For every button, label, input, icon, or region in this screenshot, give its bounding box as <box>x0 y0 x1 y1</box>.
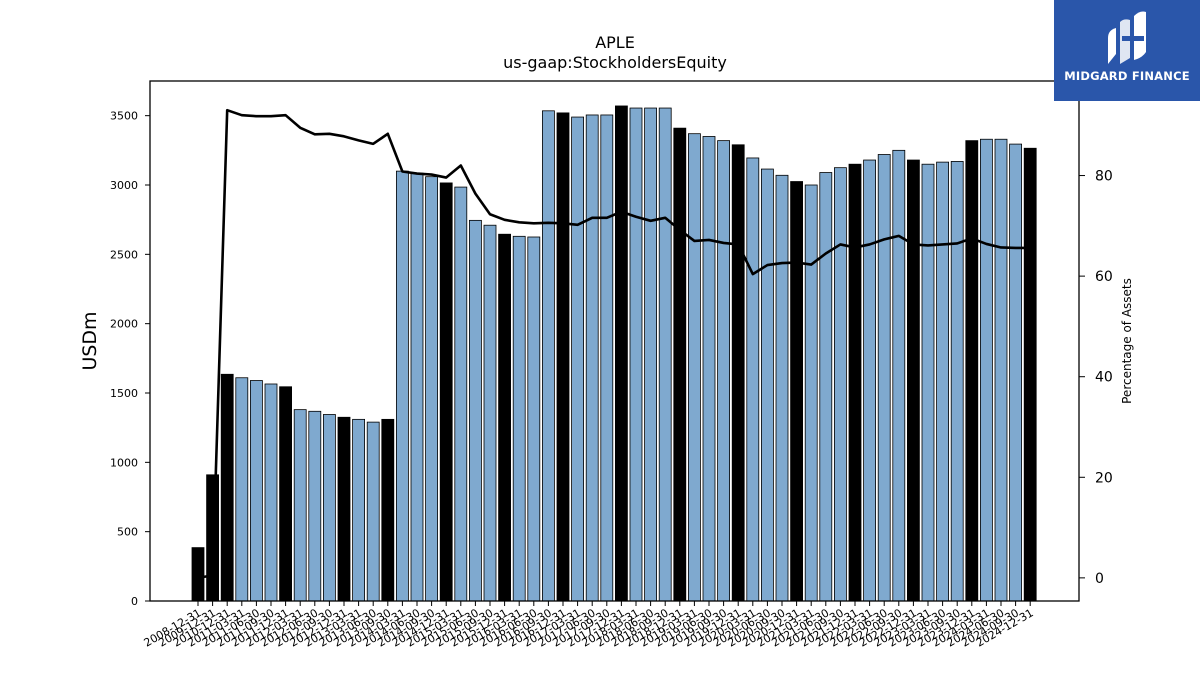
bar <box>615 105 628 602</box>
bar <box>498 233 512 602</box>
bar <box>688 133 701 602</box>
y-right-tick-label: 0 <box>1095 571 1104 587</box>
bar <box>790 181 803 602</box>
y-tick-label: 2500 <box>110 248 138 261</box>
bar <box>191 547 205 602</box>
y-tick-label: 0 <box>131 595 138 608</box>
bar <box>702 136 716 602</box>
bar <box>980 138 993 602</box>
bar <box>308 410 322 602</box>
bar <box>352 418 366 602</box>
bar <box>322 414 336 602</box>
bar <box>235 377 249 602</box>
bar <box>834 167 847 602</box>
bar <box>512 235 526 602</box>
line-group <box>197 108 1031 580</box>
y-right-tick-label: 20 <box>1095 470 1113 486</box>
y-right-tick-label: 60 <box>1095 269 1113 285</box>
bar <box>454 186 468 602</box>
bar <box>877 154 891 602</box>
y-tick-label: 2000 <box>110 318 138 331</box>
bar <box>921 163 935 602</box>
bar <box>279 386 293 602</box>
bar <box>717 140 730 602</box>
bar <box>629 107 643 602</box>
y-right-tick-label: 80 <box>1095 169 1113 185</box>
bar <box>410 172 424 602</box>
y-tick-label: 3000 <box>110 179 138 192</box>
bar <box>819 172 833 602</box>
bar <box>264 383 278 602</box>
y-tick-label: 1500 <box>110 387 138 400</box>
bar <box>848 163 862 602</box>
bar <box>468 219 482 602</box>
y-axis-label: USDm <box>79 311 101 370</box>
bar <box>804 184 818 602</box>
bar <box>746 157 760 602</box>
bar <box>220 373 234 602</box>
y-right-tick-label: 40 <box>1095 370 1113 386</box>
bar <box>761 168 774 602</box>
bar <box>483 224 497 602</box>
bar <box>366 421 380 602</box>
bar <box>556 112 570 602</box>
bar <box>425 176 439 602</box>
y-tick-label: 3500 <box>110 110 138 123</box>
bar <box>994 138 1008 602</box>
bar <box>907 159 920 602</box>
chart-title: APLE <box>595 33 635 52</box>
bar <box>381 418 395 602</box>
bar <box>337 416 351 602</box>
percentage-line <box>197 108 1031 580</box>
bar <box>775 174 789 602</box>
logo-text: MIDGARD FINANCE <box>1064 69 1190 83</box>
bar <box>571 116 584 602</box>
bar <box>936 161 949 602</box>
bars-group <box>191 105 1037 602</box>
bar <box>293 409 307 602</box>
midgard-finance-logo: MIDGARD FINANCE <box>1054 0 1200 101</box>
plot-frame <box>149 80 1080 602</box>
bar <box>395 170 409 602</box>
bar <box>863 159 876 602</box>
bar <box>542 110 555 602</box>
bar <box>950 161 964 602</box>
bar <box>1009 143 1022 602</box>
x-axis: 2008-12-312009-12-312010-12-312011-03-31… <box>142 601 1036 650</box>
bar <box>965 140 979 602</box>
left-axis: 0 500 1000 1500 2000 2500 3000 3500 <box>110 110 150 608</box>
bar <box>673 127 687 602</box>
bar <box>731 144 745 602</box>
bar <box>658 107 672 602</box>
bar <box>1023 147 1037 602</box>
bar <box>527 236 541 602</box>
right-axis: 0 20 40 60 80 <box>1079 169 1113 587</box>
y-tick-label: 1000 <box>110 456 138 469</box>
y-axis-right-label: Percentage of Assets <box>1120 278 1134 404</box>
y-tick-label: 500 <box>117 526 138 539</box>
bar <box>439 182 453 602</box>
bar <box>249 380 263 602</box>
bar <box>585 114 599 602</box>
midgard-logo-icon <box>1108 11 1146 64</box>
bar <box>892 149 906 602</box>
bar <box>600 114 614 602</box>
bar <box>644 107 657 602</box>
chart-subtitle: us-gaap:StockholdersEquity <box>503 53 727 72</box>
